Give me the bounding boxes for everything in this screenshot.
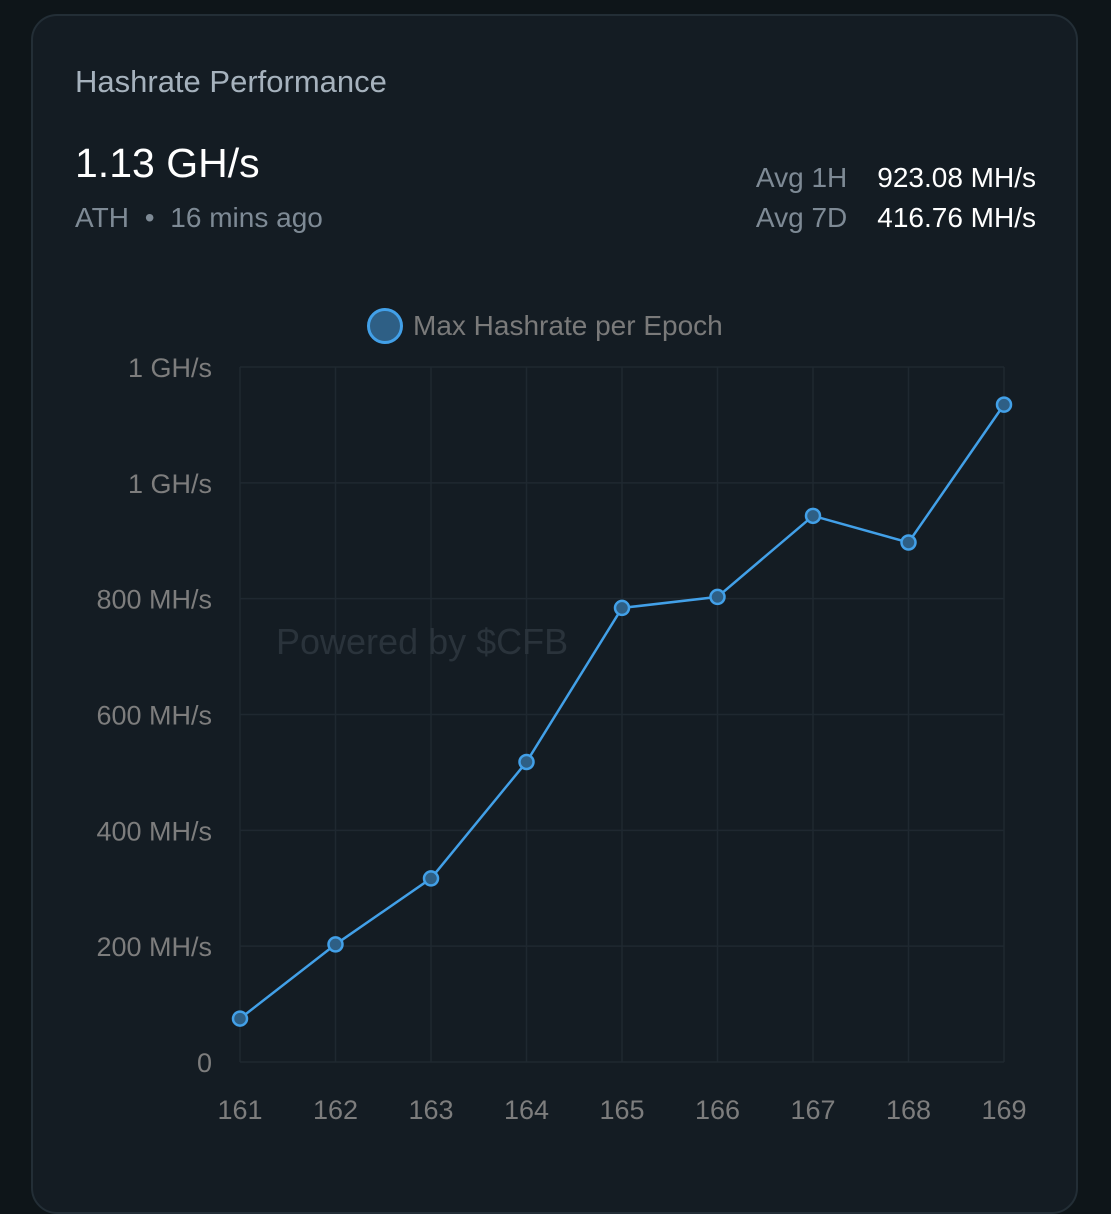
data-point xyxy=(900,534,917,551)
x-tick-label: 163 xyxy=(408,1095,453,1125)
card-title: Hashrate Performance xyxy=(75,64,387,99)
y-tick-label: 400 MH/s xyxy=(96,816,212,846)
ath-line: ATH • 16 mins ago xyxy=(75,202,323,234)
avg-7d-label: Avg 7D xyxy=(755,202,848,233)
data-point xyxy=(422,870,440,887)
avg-1h-label: Avg 1H xyxy=(755,162,848,193)
legend-swatch xyxy=(367,308,403,344)
x-tick-label: 167 xyxy=(790,1095,835,1125)
y-tick-label: 1 GH/s xyxy=(128,353,212,383)
data-point xyxy=(518,753,535,771)
ath-time: 16 mins ago xyxy=(170,202,323,233)
data-point xyxy=(995,396,1013,413)
avg-1h-value: 923.08 MH/s xyxy=(877,162,1036,193)
x-tick-label: 162 xyxy=(313,1095,358,1125)
data-point xyxy=(327,936,344,953)
y-tick-label: 0 xyxy=(197,1048,212,1078)
y-tick-label: 1 GH/s xyxy=(128,469,212,499)
legend-label: Max Hashrate per Epoch xyxy=(413,310,723,341)
y-tick-label: 600 MH/s xyxy=(96,701,212,731)
y-tick-label: 200 MH/s xyxy=(96,932,212,962)
x-tick-label: 166 xyxy=(695,1095,740,1125)
hashrate-card: Hashrate Performance 1.13 GH/s ATH • 16 … xyxy=(31,14,1078,1214)
x-tick-label: 169 xyxy=(981,1095,1026,1125)
avg-1h-row: Avg 1H 923.08 MH/s xyxy=(756,162,1036,194)
separator-dot: • xyxy=(144,202,155,233)
powered-by-watermark: Powered by $CFB xyxy=(276,621,568,662)
x-tick-label: 165 xyxy=(599,1095,644,1125)
data-point xyxy=(709,588,726,606)
data-point xyxy=(613,599,631,617)
avg-7d-value: 416.76 MH/s xyxy=(877,202,1036,233)
data-point xyxy=(231,1010,249,1027)
ath-label: ATH xyxy=(75,202,129,233)
chart-legend[interactable]: Max Hashrate per Epoch xyxy=(367,308,723,344)
x-tick-label: 168 xyxy=(886,1095,931,1125)
x-tick-label: 161 xyxy=(217,1095,262,1125)
avg-7d-row: Avg 7D 416.76 MH/s xyxy=(756,202,1036,234)
x-tick-label: 164 xyxy=(504,1095,549,1125)
current-hashrate-value: 1.13 GH/s xyxy=(75,140,260,186)
y-tick-label: 800 MH/s xyxy=(96,585,212,615)
data-point xyxy=(804,507,822,525)
